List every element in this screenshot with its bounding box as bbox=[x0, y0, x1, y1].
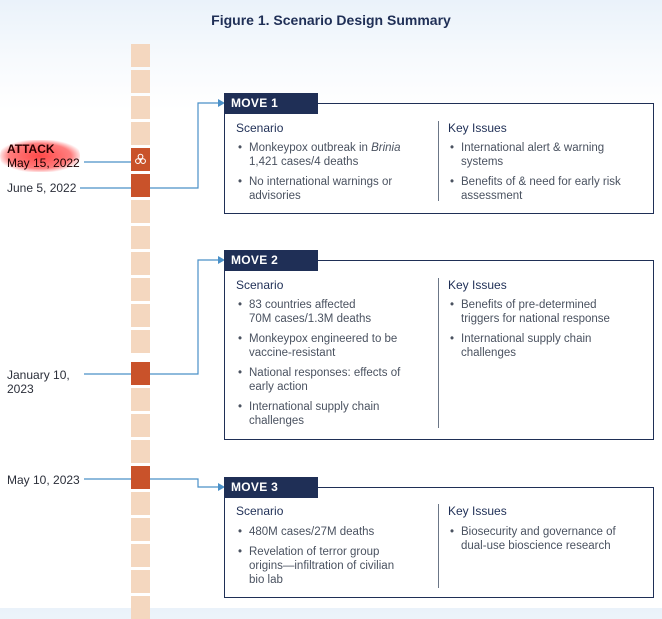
move3-scenario-head: Scenario bbox=[236, 504, 284, 518]
list-item: Benefits of pre-determined triggers for … bbox=[448, 298, 648, 326]
list-item: National responses: effects of early act… bbox=[236, 366, 436, 394]
move1-divider bbox=[438, 121, 439, 201]
timeline-segment bbox=[131, 278, 150, 301]
move3-divider bbox=[438, 504, 439, 588]
move2-scenario-head: Scenario bbox=[236, 278, 284, 292]
biohazard-icon bbox=[135, 153, 146, 164]
list-item: International supply chain challenges bbox=[448, 332, 648, 360]
timeline-segment bbox=[131, 304, 150, 327]
timeline-segment bbox=[131, 388, 150, 411]
move3-issues-head: Key Issues bbox=[448, 504, 507, 518]
list-item: International supply chain challenges bbox=[236, 400, 436, 428]
move3-scenario-list: 480M cases/27M deaths Revelation of terr… bbox=[236, 525, 436, 593]
list-item: No international warnings or advisories bbox=[236, 175, 436, 203]
connector-move3 bbox=[150, 478, 218, 488]
list-item: Revelation of terror group origins—infil… bbox=[236, 545, 436, 587]
date-move2-line1: January 10, bbox=[7, 368, 70, 382]
timeline-segment-attack bbox=[131, 148, 150, 171]
date-move1: June 5, 2022 bbox=[7, 181, 77, 195]
timeline-segment bbox=[131, 44, 150, 67]
date-move3: May 10, 2023 bbox=[7, 473, 80, 487]
list-item: 83 countries affected 70M cases/1.3M dea… bbox=[236, 298, 436, 326]
timeline-segment bbox=[131, 330, 150, 353]
timeline-bar bbox=[131, 44, 150, 619]
list-item: Monkeypox engineered to be vaccine-resis… bbox=[236, 332, 436, 360]
timeline-segment bbox=[131, 570, 150, 593]
arrowhead-move3 bbox=[218, 483, 225, 491]
attack-label: ATTACK bbox=[7, 142, 55, 156]
timeline-segment bbox=[131, 252, 150, 275]
timeline-segment bbox=[131, 70, 150, 93]
list-item: Biosecurity and governance of dual-use b… bbox=[448, 525, 648, 553]
timeline-segment bbox=[131, 122, 150, 145]
timeline-segment bbox=[131, 414, 150, 437]
move1-scenario-head: Scenario bbox=[236, 121, 284, 135]
timeline-segment-move2 bbox=[131, 362, 150, 385]
list-item: Monkeypox outbreak in Brinia 1,421 cases… bbox=[236, 141, 436, 169]
list-item: Benefits of & need for early risk assess… bbox=[448, 175, 648, 203]
move1-issues-list: International alert & warning systems Be… bbox=[448, 141, 648, 209]
timeline-segment bbox=[131, 226, 150, 249]
figure-title: Figure 1. Scenario Design Summary bbox=[211, 12, 451, 28]
move2-tag: MOVE 2 bbox=[224, 250, 318, 271]
arrowhead-move2 bbox=[218, 256, 225, 264]
connector-move1 bbox=[150, 102, 218, 189]
list-item: International alert & warning systems bbox=[448, 141, 648, 169]
date-move2-line2: 2023 bbox=[7, 382, 34, 396]
timeline-segment bbox=[131, 518, 150, 541]
list-item: 480M cases/27M deaths bbox=[236, 525, 436, 539]
timeline-segment bbox=[131, 492, 150, 515]
arrowhead-move1 bbox=[218, 99, 225, 107]
timeline-segment-move1 bbox=[131, 174, 150, 197]
timeline-segment bbox=[131, 440, 150, 463]
move2-issues-list: Benefits of pre-determined triggers for … bbox=[448, 298, 648, 366]
connector-move2 bbox=[150, 259, 218, 375]
attack-highlight bbox=[0, 140, 80, 172]
move1-scenario-list: Monkeypox outbreak in Brinia 1,421 cases… bbox=[236, 141, 436, 209]
move1-tag: MOVE 1 bbox=[224, 93, 318, 114]
timeline-segment-move3 bbox=[131, 466, 150, 489]
attack-date: May 15, 2022 bbox=[7, 156, 80, 170]
timeline-segment bbox=[131, 96, 150, 119]
move3-tag: MOVE 3 bbox=[224, 477, 318, 498]
move1-issues-head: Key Issues bbox=[448, 121, 507, 135]
move2-scenario-list: 83 countries affected 70M cases/1.3M dea… bbox=[236, 298, 436, 434]
move2-issues-head: Key Issues bbox=[448, 278, 507, 292]
move3-issues-list: Biosecurity and governance of dual-use b… bbox=[448, 525, 648, 559]
timeline-segment bbox=[131, 544, 150, 567]
timeline-segment bbox=[131, 200, 150, 223]
move2-divider bbox=[438, 278, 439, 428]
